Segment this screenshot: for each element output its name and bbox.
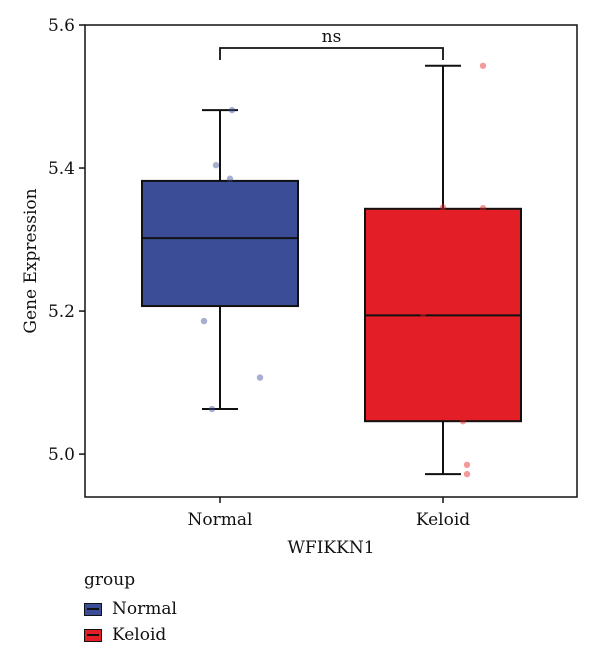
data-point <box>463 470 471 478</box>
data-point <box>200 317 208 325</box>
x-tick-label: Keloid <box>416 510 470 530</box>
data-point <box>256 374 264 381</box>
data-point <box>459 417 467 425</box>
x-tick-label: Normal <box>188 510 253 530</box>
y-tick-label: 5.4 <box>48 159 75 179</box>
legend-title: group <box>84 570 136 590</box>
data-point <box>463 461 471 469</box>
y-tick-label: 5.2 <box>48 302 75 322</box>
y-axis-label: Gene Expression <box>21 188 41 333</box>
y-tick-label: 5.0 <box>48 445 75 465</box>
data-point <box>226 175 234 182</box>
data-point <box>419 310 427 318</box>
significance-label: ns <box>322 27 342 47</box>
x-axis-label: WFIKKN1 <box>287 538 374 558</box>
legend-item: Normal <box>84 596 177 622</box>
data-point <box>228 106 236 114</box>
data-point <box>212 161 220 169</box>
legend-swatch <box>84 602 102 616</box>
y-tick-label: 5.6 <box>48 16 75 36</box>
box-group-normal <box>141 106 299 413</box>
legend-label: Normal <box>112 599 177 619</box>
data-point <box>479 62 487 69</box>
legend-item: Keloid <box>84 622 177 648</box>
box-plot: 5.0 5.2 5.4 5.6 Normal Keloid ns WFIKKN1 Gene… <box>21 16 578 558</box>
data-point <box>479 204 487 212</box>
legend-swatch <box>84 628 102 642</box>
box <box>141 179 299 308</box>
legend-label: Keloid <box>112 625 167 645</box>
box-group-keloid <box>364 62 522 478</box>
data-point <box>208 405 216 413</box>
data-point <box>439 204 447 211</box>
plot-panel <box>84 24 578 498</box>
significance-bracket <box>219 47 444 60</box>
legend: group Normal Keloid <box>84 570 177 648</box>
